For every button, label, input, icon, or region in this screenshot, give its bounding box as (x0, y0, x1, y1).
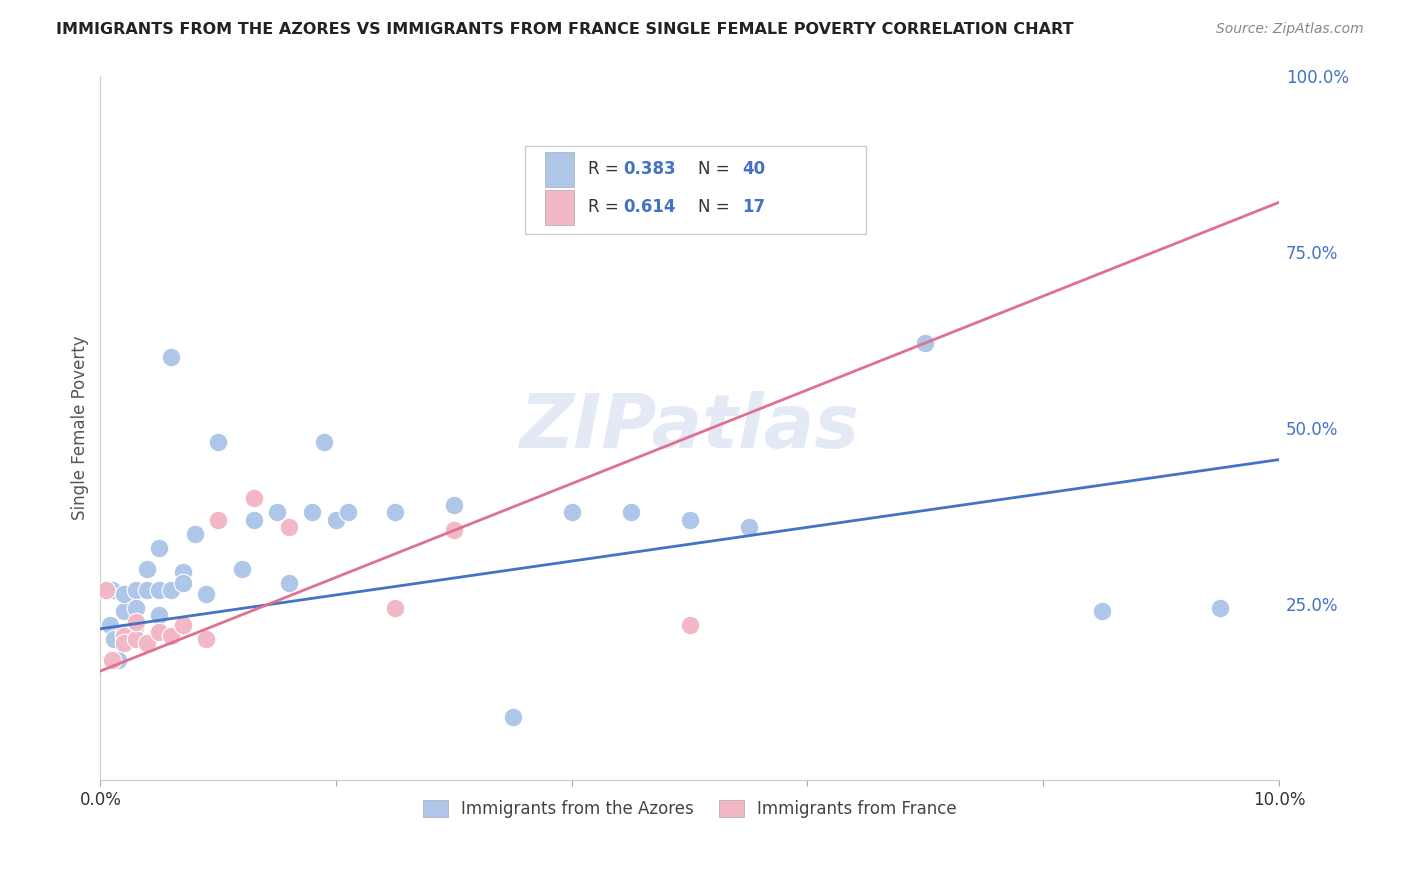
Point (336, 506, 359, 520)
Point (561, 506, 583, 520)
Point (125, 615, 148, 629)
Point (277, 519, 299, 533)
Point (125, 618, 148, 632)
Text: 0.614: 0.614 (624, 198, 676, 217)
Point (172, 576, 194, 591)
Point (112, 604, 135, 618)
Point (737, 519, 759, 533)
Point (207, 512, 229, 526)
Point (112, 636, 135, 650)
Point (112, 586, 135, 600)
Text: ZIPatlas: ZIPatlas (520, 392, 859, 465)
Point (136, 582, 159, 597)
Point (502, 710, 524, 724)
Point (301, 506, 323, 520)
Text: IMMIGRANTS FROM THE AZORES VS IMMIGRANTS FROM FRANCE SINGLE FEMALE POVERTY CORRE: IMMIGRANTS FROM THE AZORES VS IMMIGRANTS… (56, 22, 1074, 37)
Point (678, 618, 700, 632)
Point (195, 632, 218, 647)
Point (231, 562, 253, 576)
Point (678, 512, 700, 526)
Point (148, 582, 170, 597)
Point (1209, 600, 1232, 615)
Point (148, 607, 170, 622)
Point (103, 632, 125, 647)
Point (172, 566, 194, 580)
Point (443, 523, 465, 537)
Text: R =: R = (588, 161, 624, 178)
Point (207, 435, 229, 450)
Point (136, 636, 159, 650)
Point (160, 351, 183, 365)
Point (96, 582, 118, 597)
Point (443, 499, 465, 513)
Legend: Immigrants from the Azores, Immigrants from France: Immigrants from the Azores, Immigrants f… (416, 793, 963, 825)
Point (195, 586, 218, 600)
Point (314, 435, 336, 450)
Point (125, 600, 148, 615)
Point (148, 541, 170, 555)
Point (101, 582, 124, 597)
Point (242, 491, 264, 506)
Point (136, 562, 159, 576)
Point (183, 526, 205, 541)
Text: 17: 17 (742, 198, 766, 217)
FancyBboxPatch shape (544, 152, 574, 187)
Point (98, 618, 121, 632)
Point (384, 600, 406, 615)
Point (325, 512, 347, 526)
Text: R =: R = (588, 198, 624, 217)
Point (277, 576, 299, 591)
Point (384, 506, 406, 520)
Point (172, 618, 194, 632)
Text: 0.383: 0.383 (624, 161, 676, 178)
Text: N =: N = (697, 161, 735, 178)
Point (107, 653, 129, 667)
Point (112, 625, 135, 640)
Text: N =: N = (697, 198, 735, 217)
FancyBboxPatch shape (544, 190, 574, 225)
Text: 40: 40 (742, 161, 766, 178)
Point (266, 506, 288, 520)
Point (148, 625, 170, 640)
Point (125, 632, 148, 647)
Point (101, 653, 124, 667)
Point (242, 512, 264, 526)
Point (160, 582, 183, 597)
Point (125, 582, 148, 597)
Text: Source: ZipAtlas.com: Source: ZipAtlas.com (1216, 22, 1364, 37)
Point (620, 506, 643, 520)
Point (1091, 604, 1114, 618)
Point (160, 629, 183, 643)
Y-axis label: Single Female Poverty: Single Female Poverty (72, 335, 89, 520)
Point (112, 629, 135, 643)
Point (914, 336, 936, 351)
FancyBboxPatch shape (524, 146, 866, 234)
